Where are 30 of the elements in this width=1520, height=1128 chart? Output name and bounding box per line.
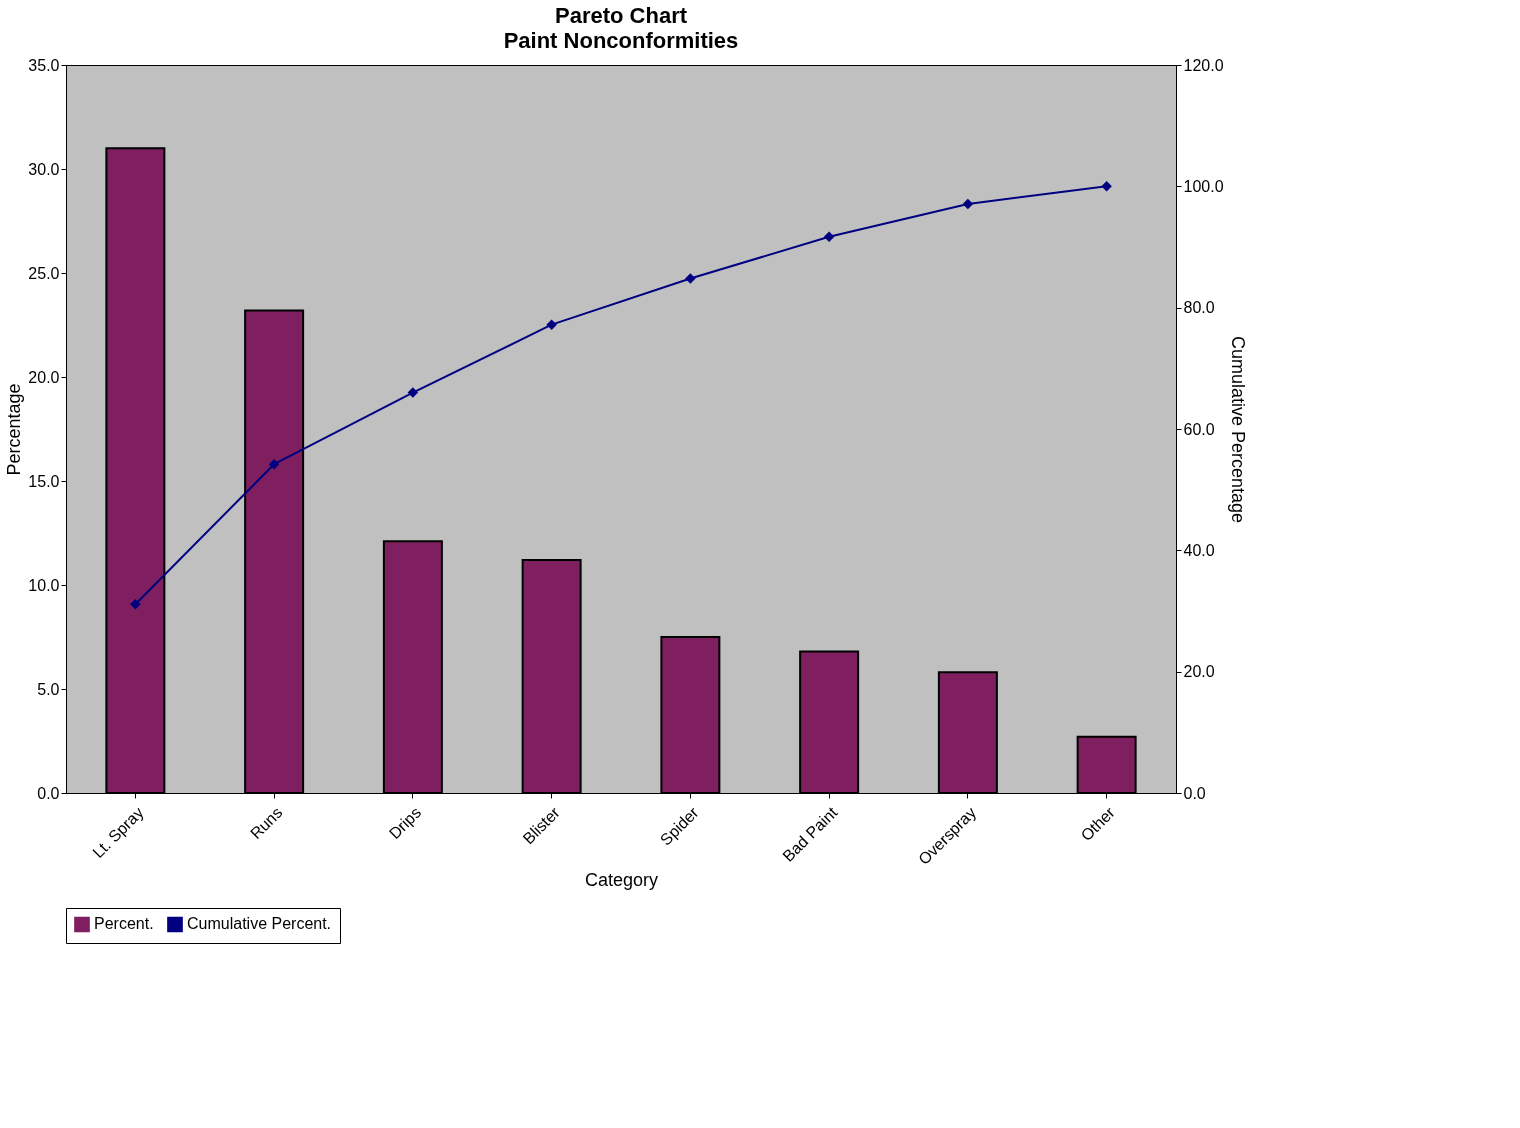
legend-label: Cumulative Percent. [187, 915, 332, 933]
y2-tick-label: 100.0 [1183, 177, 1224, 195]
y-tick-label: 20.0 [28, 368, 60, 386]
point [1101, 181, 1112, 192]
y2-tick-label: 20.0 [1183, 663, 1215, 681]
y2-tick-label: 40.0 [1183, 541, 1215, 559]
legend-label: Percent. [94, 915, 154, 933]
y2-tick-label: 0.0 [1183, 784, 1206, 802]
point [268, 458, 280, 470]
y-tick-label: 30.0 [28, 160, 60, 178]
chart-subtitle: Paint Nonconformities [503, 28, 739, 53]
y-tick-label: 5.0 [37, 680, 60, 698]
point [685, 273, 696, 284]
y-tick-label: 15.0 [28, 472, 60, 490]
y2-tick-label: 120.0 [1183, 56, 1224, 74]
x-axis-title: Category [584, 870, 659, 890]
point [962, 198, 974, 210]
y2-axis-title: Cumulative Percentage [1227, 335, 1248, 524]
point [130, 599, 141, 610]
y-tick-label: 0.0 [37, 784, 60, 802]
y-tick-label: 10.0 [28, 576, 60, 594]
y2-tick-label: 80.0 [1183, 299, 1215, 317]
y2-tick-label: 60.0 [1183, 420, 1215, 438]
y-tick-label: 25.0 [28, 264, 60, 282]
point [546, 319, 557, 330]
y-tick-label: 35.0 [28, 56, 60, 74]
y-axis-title: Percentage [4, 383, 25, 476]
point [823, 231, 835, 242]
chart-title: Pareto Chart [554, 3, 688, 28]
point [407, 387, 419, 398]
